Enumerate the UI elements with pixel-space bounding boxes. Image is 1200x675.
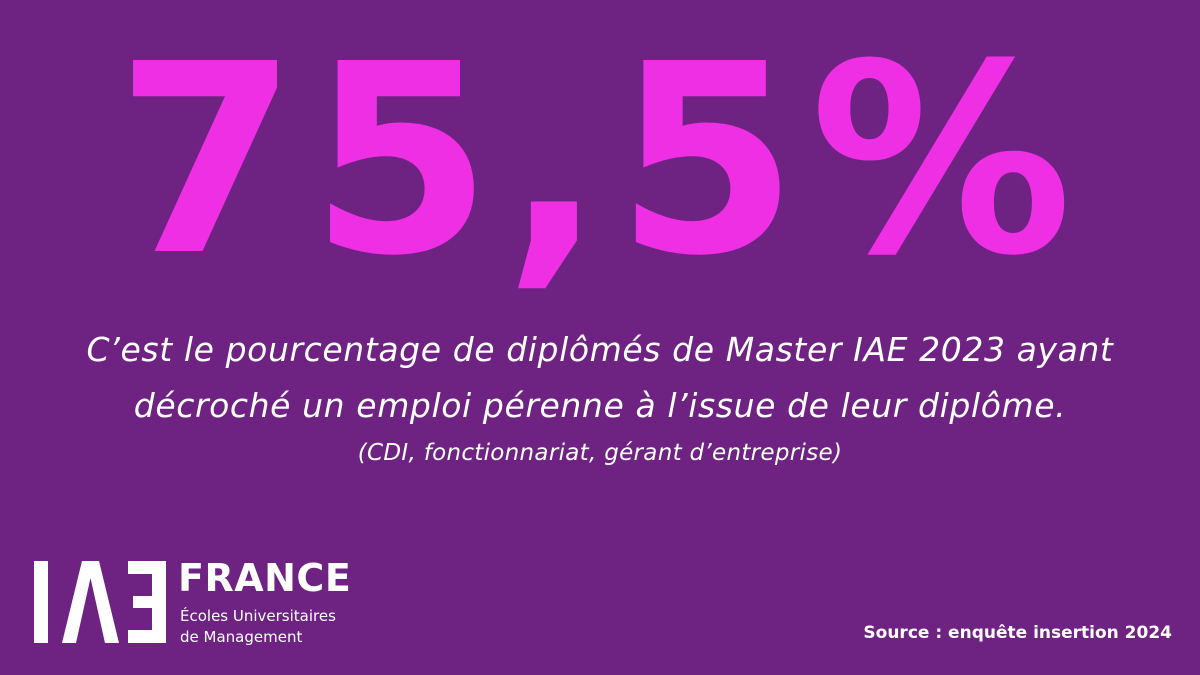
caption-note: (CDI, fonctionnariat, gérant d’entrepris… [357, 440, 843, 466]
logo-wordmark: FRANCE [178, 556, 352, 600]
iae-logo-mark [34, 561, 166, 643]
caption-line-1: C’est le pourcentage de diplômés de Mast… [86, 330, 1114, 369]
caption-line-2: décroché un emploi pérenne à l’issue de … [133, 386, 1067, 425]
iae-france-logo: FRANCE Écoles Universitaires de Manageme… [32, 558, 351, 648]
logo-subtitle-line-2: de Management [180, 628, 303, 646]
logo-subtitle-line-1: Écoles Universitaires [180, 607, 336, 625]
headline-percentage: 75,5% [115, 8, 1085, 313]
source-note: Source : enquête insertion 2024 [863, 623, 1172, 643]
